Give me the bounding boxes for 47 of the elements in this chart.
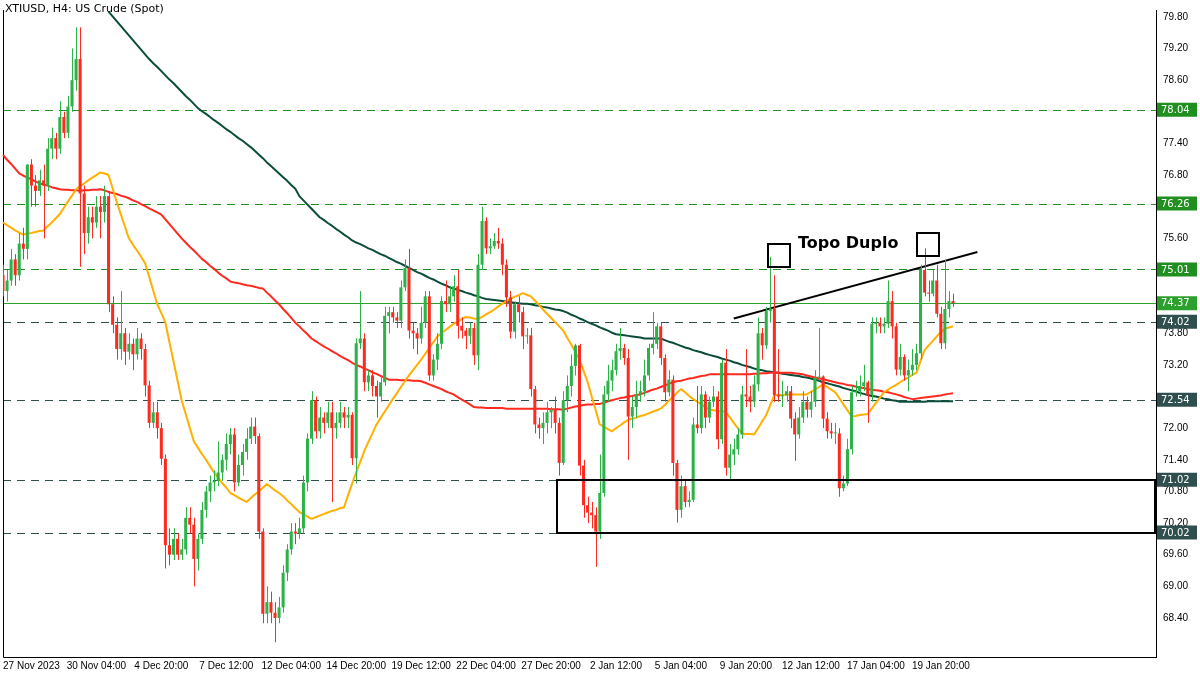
candlestick xyxy=(951,293,955,308)
x-tick-label: 27 Nov 2023 xyxy=(3,659,61,671)
x-tick-label: 4 Dec 20:00 xyxy=(134,659,189,671)
y-tick-label: 69.60 xyxy=(1163,548,1189,560)
candlestick xyxy=(407,248,411,340)
ref-line-label: 78.04 xyxy=(1161,103,1190,115)
x-tick-label: 12 Jan 12:00 xyxy=(782,659,841,671)
candlestick xyxy=(817,327,821,382)
x-tick-label: 14 Dec 20:00 xyxy=(326,659,387,671)
y-tick-label: 70.20 xyxy=(1163,516,1189,528)
ref-line-label: 74.37 xyxy=(1161,297,1190,309)
x-tick-label: 9 Jan 20:00 xyxy=(719,659,773,671)
candlestick xyxy=(476,253,480,371)
x-tick-label: 30 Nov 04:00 xyxy=(66,659,127,671)
ref-line-label: 72.54 xyxy=(1161,393,1190,405)
x-tick-label: 17 Jan 04:00 xyxy=(846,659,906,671)
ref-line-label: 75.01 xyxy=(1161,263,1190,275)
ref-line-label: 76.26 xyxy=(1161,197,1190,209)
y-tick-label: 72.00 xyxy=(1163,421,1189,433)
x-tick-label: 27 Dec 20:00 xyxy=(521,659,582,671)
ref-line-label: 71.02 xyxy=(1161,473,1190,485)
y-tick-label: 73.20 xyxy=(1163,358,1189,370)
candlestick xyxy=(780,380,785,408)
candlestick xyxy=(744,348,748,408)
x-tick-label: 2 Jan 12:00 xyxy=(589,659,643,671)
candlestick xyxy=(679,475,683,519)
y-tick-label: 70.80 xyxy=(1163,485,1189,497)
y-tick-label: 71.40 xyxy=(1163,453,1189,465)
x-tick-label: 12 Dec 04:00 xyxy=(261,659,322,671)
y-tick-label: 73.80 xyxy=(1163,326,1189,338)
x-tick-label: 7 Dec 12:00 xyxy=(199,659,254,671)
y-tick-label: 79.20 xyxy=(1163,42,1189,54)
ref-line-label: 70.02 xyxy=(1161,526,1190,538)
chart-title: XTIUSD, H4: US Crude (Spot) xyxy=(5,2,164,15)
y-tick-label: 79.80 xyxy=(1163,10,1189,22)
annotation: Topo Duplo xyxy=(798,233,899,252)
y-tick-label: 76.80 xyxy=(1163,168,1189,180)
x-tick-label: 19 Dec 12:00 xyxy=(391,659,452,671)
y-tick-label: 69.00 xyxy=(1163,580,1189,592)
y-tick-label: 75.60 xyxy=(1163,232,1189,244)
y-tick-label: 68.40 xyxy=(1163,611,1189,623)
y-tick-label: 77.40 xyxy=(1163,137,1189,149)
ref-line-label: 74.02 xyxy=(1161,315,1190,327)
x-tick-label: 19 Jan 20:00 xyxy=(911,659,971,671)
x-tick-label: 22 Dec 04:00 xyxy=(456,659,517,671)
x-tick-label: 5 Jan 04:00 xyxy=(654,659,708,671)
y-tick-label: 78.60 xyxy=(1163,73,1189,85)
